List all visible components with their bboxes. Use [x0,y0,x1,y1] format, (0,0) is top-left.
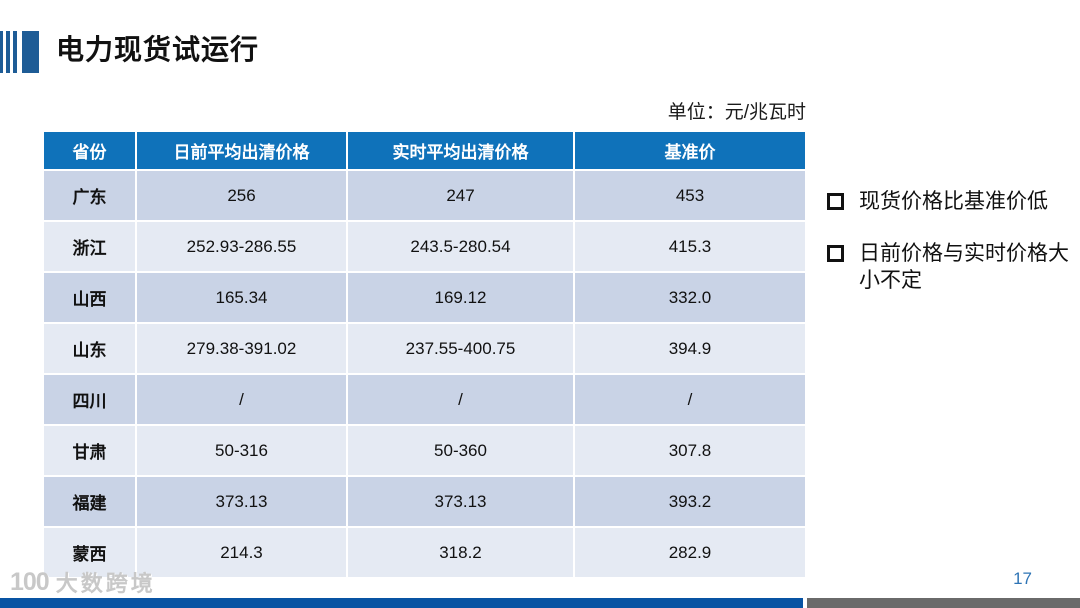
table-header-row: 省份 日前平均出清价格 实时平均出清价格 基准价 [42,130,807,171]
cell-province: 山东 [42,322,137,375]
cell-day-ahead: 252.93-286.55 [135,220,348,273]
square-bullet-icon [827,245,844,262]
watermark-text: 大数跨境 [55,571,156,596]
title-accent-bar [13,31,17,73]
note-text: 日前价格与实时价格大小不定 [859,242,1069,292]
title-accent-icon [0,31,39,73]
cell-day-ahead: 50-316 [135,424,348,477]
page-title: 电力现货试运行 [56,34,260,65]
cell-day-ahead: 373.13 [135,475,348,528]
table-row: 福建 373.13 373.13 393.2 [42,475,807,528]
column-header-province: 省份 [42,130,137,171]
footer-bar-blue [0,598,803,608]
cell-benchmark: 415.3 [573,220,807,273]
watermark: 100 大数跨境 [10,566,156,598]
table-row: 广东 256 247 453 [42,169,807,222]
cell-benchmark: 393.2 [573,475,807,528]
cell-real-time: 169.12 [346,271,575,324]
cell-real-time: 247 [346,169,575,222]
cell-day-ahead: 214.3 [135,526,348,579]
notes-panel: 现货价格比基准价低 日前价格与实时价格大小不定 [827,188,1075,319]
unit-label: 单位：元/兆瓦时 [667,102,806,123]
title-accent-bar [6,31,10,73]
cell-real-time: 373.13 [346,475,575,528]
cell-day-ahead: 279.38-391.02 [135,322,348,375]
column-header-real-time-price: 实时平均出清价格 [346,130,575,171]
price-table: 省份 日前平均出清价格 实时平均出清价格 基准价 广东 256 247 453 … [42,130,807,579]
note-item: 现货价格比基准价低 [827,188,1075,215]
table-row: 山东 279.38-391.02 237.55-400.75 394.9 [42,322,807,375]
page-number: 17 [1013,569,1032,588]
table-row: 浙江 252.93-286.55 243.5-280.54 415.3 [42,220,807,273]
cell-benchmark: 453 [573,169,807,222]
note-text: 现货价格比基准价低 [859,190,1048,213]
cell-province: 广东 [42,169,137,222]
cell-real-time: / [346,373,575,426]
cell-benchmark: 307.8 [573,424,807,477]
cell-province: 四川 [42,373,137,426]
cell-province: 蒙西 [42,526,137,579]
cell-benchmark: 282.9 [573,526,807,579]
cell-real-time: 243.5-280.54 [346,220,575,273]
square-bullet-icon [827,193,844,210]
cell-day-ahead: 256 [135,169,348,222]
cell-day-ahead: 165.34 [135,271,348,324]
footer-bar-gray [807,598,1080,608]
cell-benchmark: 332.0 [573,271,807,324]
column-header-day-ahead-price: 日前平均出清价格 [135,130,348,171]
note-item: 日前价格与实时价格大小不定 [827,240,1075,294]
cell-real-time: 237.55-400.75 [346,322,575,375]
cell-real-time: 50-360 [346,424,575,477]
cell-day-ahead: / [135,373,348,426]
table-row: 甘肃 50-316 50-360 307.8 [42,424,807,477]
cell-benchmark: / [573,373,807,426]
watermark-logo-icon: 100 [10,567,50,596]
cell-province: 浙江 [42,220,137,273]
title-accent-square [22,31,39,73]
cell-province: 福建 [42,475,137,528]
cell-benchmark: 394.9 [573,322,807,375]
table-row: 蒙西 214.3 318.2 282.9 [42,526,807,579]
table-row: 四川 / / / [42,373,807,426]
cell-province: 山西 [42,271,137,324]
column-header-benchmark-price: 基准价 [573,130,807,171]
table-row: 山西 165.34 169.12 332.0 [42,271,807,324]
cell-province: 甘肃 [42,424,137,477]
cell-real-time: 318.2 [346,526,575,579]
title-accent-bar [0,31,3,73]
